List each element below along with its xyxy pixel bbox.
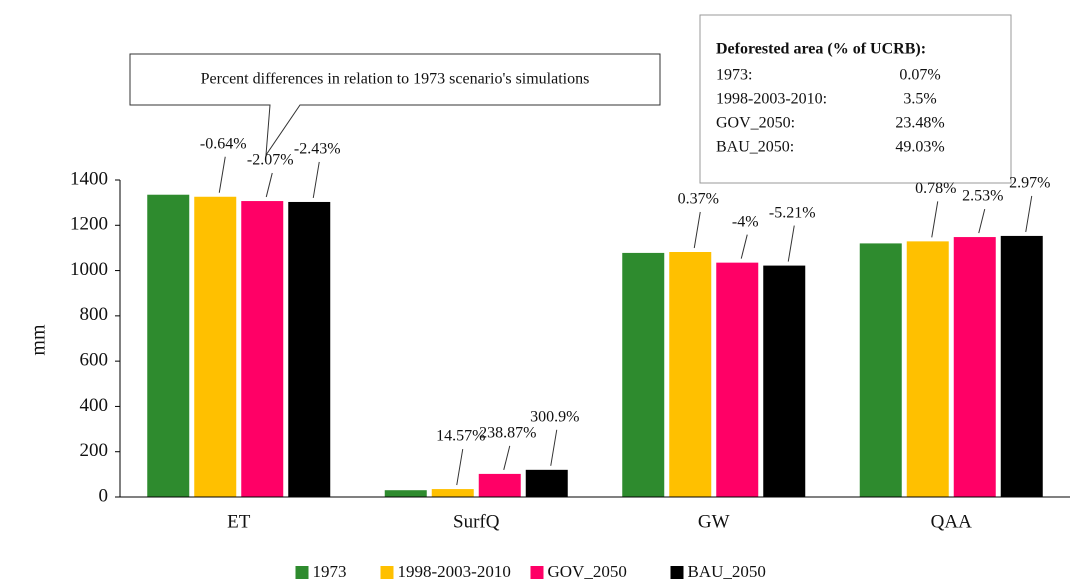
info-value: 23.48%	[895, 115, 944, 132]
x-tick-label: GW	[698, 511, 730, 532]
x-tick-label: ET	[227, 511, 251, 532]
value-label: 0.37%	[678, 191, 719, 208]
bar	[859, 243, 902, 497]
legend-swatch	[380, 566, 394, 579]
x-tick-label: SurfQ	[453, 511, 500, 532]
info-label: BAU_2050:	[716, 139, 794, 156]
info-label: 1998-2003-2010:	[716, 91, 827, 108]
bar	[288, 201, 331, 498]
bar	[147, 194, 190, 498]
leader-line	[693, 211, 701, 249]
bar	[241, 201, 284, 497]
info-value: 3.5%	[903, 91, 936, 108]
info-label: 1973:	[716, 67, 752, 84]
value-label: -4%	[732, 213, 759, 230]
leader-line	[978, 208, 986, 234]
value-label: 14.57%	[436, 428, 485, 445]
y-tick-label: 1400	[70, 168, 108, 189]
x-tick-label: QAA	[931, 511, 972, 532]
info-value: 0.07%	[899, 67, 940, 84]
bar	[716, 262, 759, 497]
value-label: 0.78%	[915, 180, 956, 197]
legend-swatch	[670, 566, 684, 579]
value-label: -2.43%	[294, 141, 341, 158]
bar	[669, 252, 712, 497]
value-label: -2.07%	[247, 152, 294, 169]
y-tick-label: 600	[80, 350, 109, 371]
bar	[384, 490, 427, 497]
info-box	[699, 14, 1012, 184]
value-label: 2.53%	[962, 188, 1003, 205]
value-label: 238.87%	[479, 425, 536, 442]
leader-line	[1025, 195, 1033, 233]
bar	[622, 252, 665, 497]
value-label: -0.64%	[200, 135, 247, 152]
y-tick-label: 200	[80, 440, 109, 461]
leader-line	[931, 201, 939, 238]
value-label: 2.97%	[1009, 175, 1050, 192]
legend-label: GOV_2050	[548, 562, 627, 581]
legend-label: 1973	[313, 562, 347, 581]
y-tick-label: 400	[80, 395, 109, 416]
callout-box	[129, 53, 661, 157]
leader-line	[740, 234, 748, 259]
bar	[525, 469, 568, 497]
value-label: -5.21%	[769, 204, 816, 221]
leader-line	[503, 445, 511, 471]
info-value: 49.03%	[895, 139, 944, 156]
y-axis-label: mm	[28, 324, 50, 356]
leader-line	[550, 429, 558, 466]
y-tick-label: 1200	[70, 214, 108, 235]
y-tick-label: 0	[99, 485, 109, 506]
bar	[906, 241, 949, 497]
bar	[431, 489, 474, 497]
leader-line	[312, 161, 320, 199]
leader-line	[265, 172, 273, 198]
leader-line	[456, 448, 464, 486]
value-label: 300.9%	[530, 409, 579, 426]
legend-label: BAU_2050	[688, 562, 766, 581]
bar	[478, 473, 521, 497]
legend-swatch	[295, 566, 309, 579]
bar	[1000, 235, 1043, 497]
bar	[763, 265, 806, 497]
info-label: GOV_2050:	[716, 115, 795, 132]
callout-text: Percent differences in relation to 1973 …	[201, 71, 590, 88]
legend-swatch	[530, 566, 544, 579]
bar	[953, 237, 996, 497]
leader-line	[787, 225, 795, 262]
bar	[194, 196, 237, 497]
legend-label: 1998-2003-2010	[398, 562, 511, 581]
info-title: Deforested area (% of UCRB):	[716, 41, 926, 58]
y-tick-label: 800	[80, 304, 109, 325]
y-tick-label: 1000	[70, 259, 108, 280]
leader-line	[218, 156, 226, 193]
